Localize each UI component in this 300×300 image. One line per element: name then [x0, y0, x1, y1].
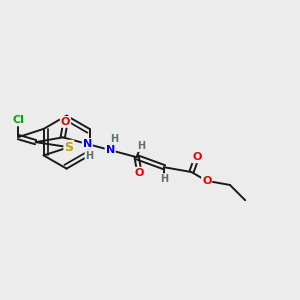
Text: O: O: [202, 176, 211, 186]
Text: H: H: [137, 141, 145, 151]
Text: O: O: [135, 168, 144, 178]
Text: S: S: [64, 141, 73, 154]
Text: H: H: [85, 151, 94, 160]
Text: H: H: [110, 134, 118, 144]
Text: N: N: [106, 145, 115, 155]
Text: N: N: [83, 139, 92, 149]
Text: Cl: Cl: [13, 116, 24, 125]
Text: H: H: [160, 174, 168, 184]
Text: O: O: [192, 152, 202, 162]
Text: O: O: [61, 117, 70, 127]
